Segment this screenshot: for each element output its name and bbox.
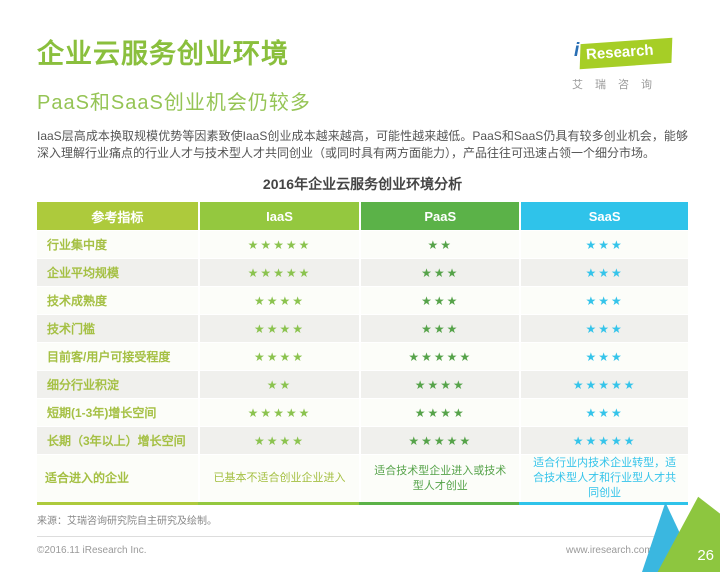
rating-cell-saas: ★★★ — [519, 315, 688, 342]
source-note: 来源：艾瑞咨询研究院自主研究及绘制。 — [37, 516, 217, 527]
rating-cell-iaas: ★★★★★ — [197, 231, 359, 258]
page-title: 企业云服务创业环境 — [37, 39, 289, 69]
logo-i-glyph: i — [574, 40, 580, 61]
underline-segment-iaas — [197, 502, 360, 505]
rating-cell-paas: ★★ — [359, 231, 519, 258]
column-header-label: 参考指标 — [37, 202, 198, 230]
title-block: 企业云服务创业环境 PaaS和SaaS创业机会仍较多 — [37, 32, 311, 115]
rating-cell-iaas: ★★★★★ — [197, 399, 359, 426]
table-row: 技术门槛 ★★★★ ★★★ ★★★ — [37, 314, 688, 342]
rating-cell-saas: ★★★ — [519, 231, 688, 258]
column-header-paas: PaaS — [359, 202, 520, 230]
intro-paragraph: IaaS层高成本换取规模优势等因素致使IaaS创业成本越来越高，可能性越来越低。… — [37, 129, 688, 160]
table-row: 细分行业积淀 ★★ ★★★★ ★★★★★ — [37, 370, 688, 398]
table-row: 行业集中度 ★★★★★ ★★ ★★★ — [37, 230, 688, 258]
page-header: 企业云服务创业环境 PaaS和SaaS创业机会仍较多 Research i 艾瑞… — [37, 32, 688, 115]
table-row: 企业平均规模 ★★★★★ ★★★ ★★★ — [37, 258, 688, 286]
rating-cell-iaas: ★★★★★ — [197, 259, 359, 286]
rating-cell-paas: ★★★★★ — [359, 427, 519, 454]
row-label: 短期(1-3年)增长空间 — [47, 406, 157, 420]
row-label: 技术门槛 — [47, 322, 96, 336]
rating-cell-saas: ★★★★★ — [519, 427, 688, 454]
table-row: 长期（3年以上）增长空间 ★★★★ ★★★★★ ★★★★★ — [37, 426, 688, 454]
page-subtitle: PaaS和SaaS创业机会仍较多 — [37, 92, 311, 114]
website-link[interactable]: www.iresearch.com.cn — [565, 545, 666, 556]
table-underline — [37, 502, 688, 505]
row-label: 企业平均规模 — [47, 266, 120, 280]
footer-bar: ©2016.11 iResearch Inc. www.iresearch.co… — [37, 545, 688, 556]
ratings-table: 参考指标 IaaS PaaS SaaS 行业集中度 ★★★★★ ★★ ★★★ 企业平均规… — [37, 202, 688, 505]
row-label: 目前客/用户可接受程度 — [47, 350, 171, 364]
iresearch-logo-mark: Research i — [572, 37, 676, 70]
iresearch-logo: Research i 艾瑞咨询 — [572, 37, 676, 92]
row-label: 适合进入的企业 — [45, 471, 130, 485]
rating-cell-iaas: ★★ — [197, 371, 359, 398]
column-header-saas: SaaS — [519, 202, 688, 230]
rating-cell-iaas: ★★★★ — [197, 287, 359, 314]
rating-cell-iaas: ★★★★ — [197, 343, 359, 370]
text-cell-iaas: 已基本不适合创业企业进入 — [197, 455, 359, 502]
table-header-row: 参考指标 IaaS PaaS SaaS — [37, 202, 688, 230]
row-label: 细分行业积淀 — [47, 378, 120, 392]
report-page: 企业云服务创业环境 PaaS和SaaS创业机会仍较多 Research i 艾瑞… — [0, 32, 720, 556]
row-label: 行业集中度 — [47, 238, 108, 252]
rating-cell-paas: ★★★★★ — [359, 343, 519, 370]
table-row: 技术成熟度 ★★★★ ★★★ ★★★ — [37, 286, 688, 314]
rating-cell-saas: ★★★ — [519, 399, 688, 426]
rating-cell-saas: ★★★ — [519, 343, 688, 370]
underline-segment-saas — [519, 502, 688, 505]
text-cell-paas: 适合技术型企业进入或技术型人才创业 — [359, 455, 519, 502]
table-row: 适合进入的企业 已基本不适合创业企业进入 适合技术型企业进入或技术型人才创业 适合行业… — [37, 454, 688, 502]
underline-segment-paas — [359, 502, 520, 505]
logo-caption: 艾瑞咨询 — [572, 79, 664, 91]
table-title: 2016年企业云服务创业环境分析 — [262, 176, 463, 192]
rating-cell-paas: ★★★★ — [359, 371, 519, 398]
table-body: 行业集中度 ★★★★★ ★★ ★★★ 企业平均规模 ★★★★★ ★★★ ★★★ 技术成熟度 ★★★… — [37, 230, 688, 502]
row-label: 长期（3年以上）增长空间 — [47, 434, 186, 448]
copyright-text: ©2016.11 iResearch Inc. — [37, 545, 147, 556]
rating-cell-saas: ★★★ — [519, 287, 688, 314]
rating-cell-iaas: ★★★★ — [197, 427, 359, 454]
rating-cell-paas: ★★★★ — [359, 399, 519, 426]
rating-cell-paas: ★★★ — [359, 287, 519, 314]
row-label: 技术成熟度 — [47, 294, 108, 308]
table-row: 目前客/用户可接受程度 ★★★★ ★★★★★ ★★★ — [37, 342, 688, 370]
rating-cell-saas: ★★★★★ — [519, 371, 688, 398]
column-header-iaas: IaaS — [197, 202, 360, 230]
rating-cell-iaas: ★★★★ — [197, 315, 359, 342]
underline-segment-label — [37, 502, 198, 505]
rating-cell-saas: ★★★ — [519, 259, 688, 286]
table-row: 短期(1-3年)增长空间 ★★★★★ ★★★★ ★★★ — [37, 398, 688, 426]
rating-cell-paas: ★★★ — [359, 259, 519, 286]
footer-divider — [37, 536, 688, 537]
text-cell-saas: 适合行业内技术企业转型，适合技术型人才和行业型人才共同创业 — [519, 455, 688, 502]
rating-cell-paas: ★★★ — [359, 315, 519, 342]
